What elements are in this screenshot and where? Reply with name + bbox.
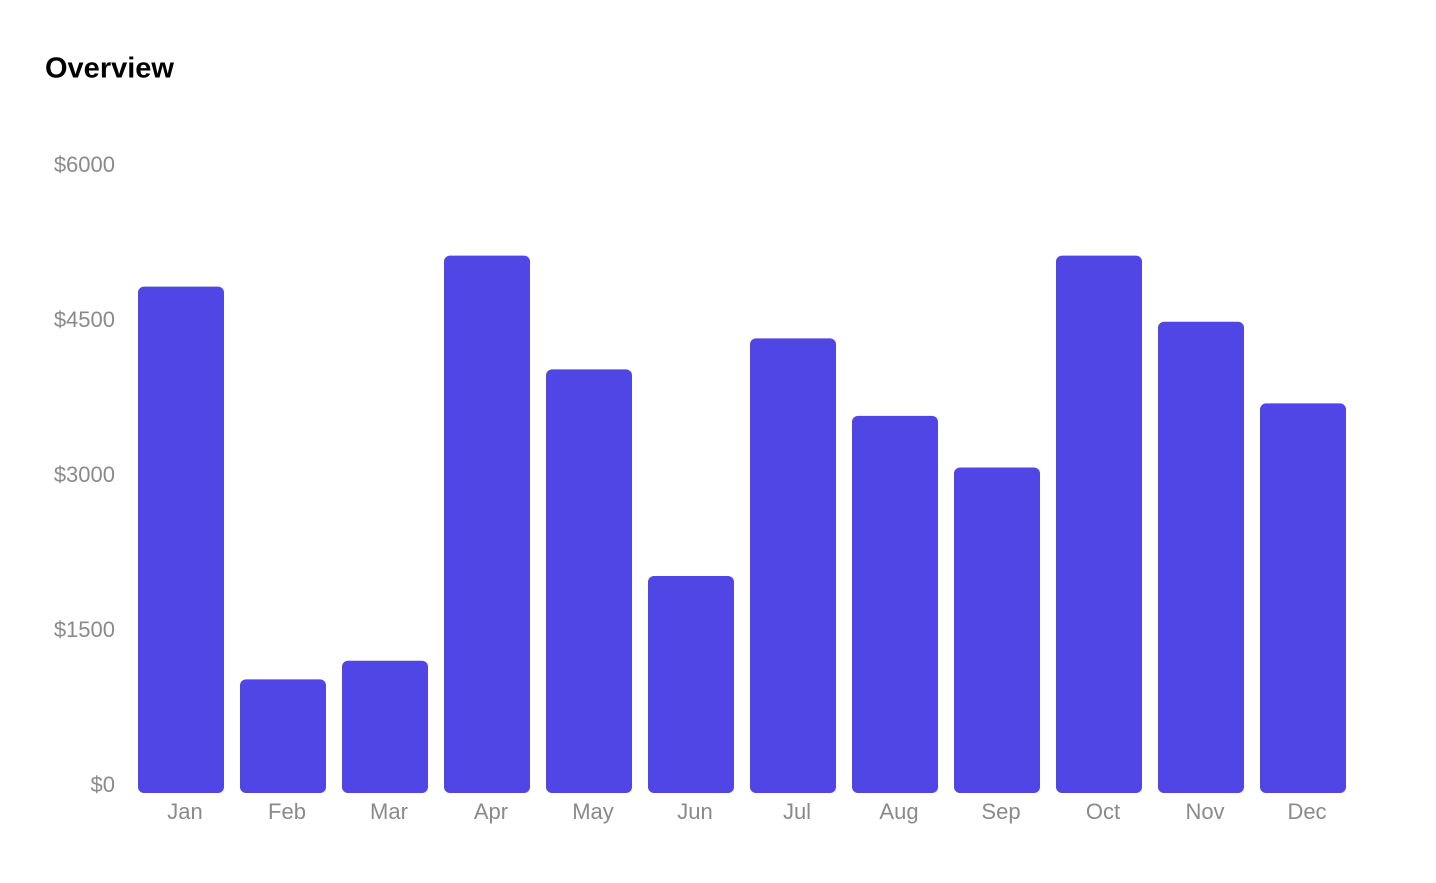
bar: [1260, 403, 1346, 793]
bar: [444, 255, 530, 793]
bar: [138, 286, 224, 793]
bar: [546, 369, 632, 793]
x-tick-label: Mar: [370, 799, 408, 824]
bar: [240, 679, 326, 793]
y-tick-label: $4500: [54, 307, 115, 332]
chart-title: Overview: [45, 53, 174, 85]
y-tick-label: $3000: [54, 462, 115, 487]
y-tick-label: $6000: [54, 152, 115, 177]
x-tick-label: Oct: [1086, 799, 1120, 824]
x-tick-label: Jul: [783, 799, 811, 824]
bar: [648, 576, 734, 793]
y-tick-label: $1500: [54, 617, 115, 642]
x-tick-label: Jun: [677, 799, 712, 824]
y-tick-label: $0: [91, 772, 115, 797]
x-tick-label: Feb: [268, 799, 306, 824]
x-tick-label: Apr: [474, 799, 508, 824]
bar: [342, 660, 428, 793]
x-tick-label: May: [572, 799, 614, 824]
bar: [750, 338, 836, 793]
bar: [852, 415, 938, 793]
bar: [954, 467, 1040, 793]
x-tick-label: Nov: [1185, 799, 1224, 824]
x-tick-label: Jan: [167, 799, 202, 824]
bar: [1056, 255, 1142, 793]
x-tick-label: Dec: [1287, 799, 1326, 824]
x-tick-label: Sep: [981, 799, 1020, 824]
bar: [1158, 321, 1244, 793]
x-tick-label: Aug: [879, 799, 918, 824]
